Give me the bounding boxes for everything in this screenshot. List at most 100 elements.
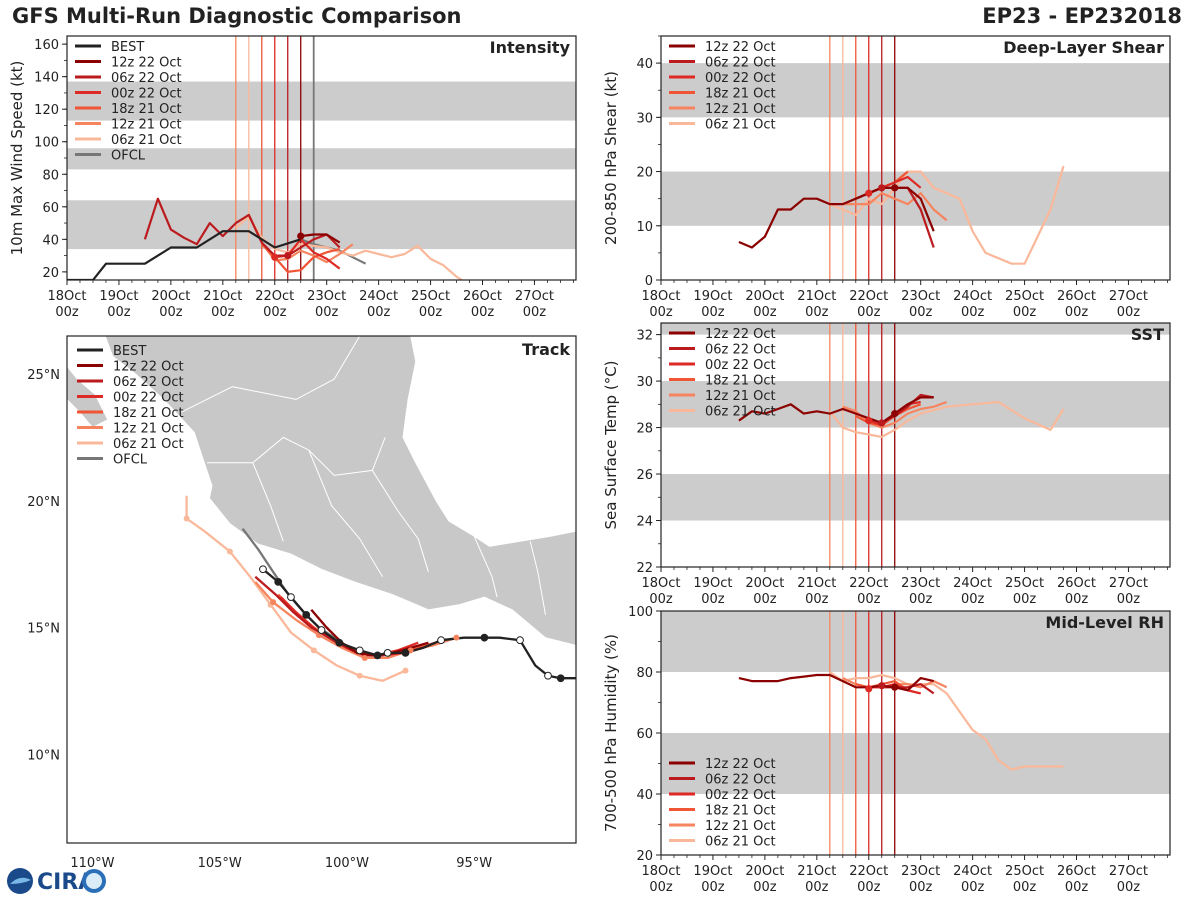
y-tick-label: 22 (636, 561, 653, 576)
legend-label: 06z 21 Oct (705, 835, 776, 850)
x-tick-label: 00z (159, 305, 183, 320)
x-tick-label: 00z (649, 305, 673, 320)
state-border (252, 462, 284, 542)
best-track-point (401, 648, 410, 657)
y-tick-label: 30 (636, 375, 653, 390)
x-tick-label: 26Oct (1057, 289, 1096, 304)
legend-label: 06z 21 Oct (113, 437, 184, 452)
x-tick-label: 23Oct (901, 576, 940, 591)
track-point (226, 548, 233, 555)
x-tick-label: 23Oct (901, 864, 940, 879)
x-tick-label: 27Oct (1109, 289, 1148, 304)
y-axis-label: 200-850 hPa Shear (kt) (602, 71, 620, 245)
shaded-band (661, 323, 1170, 335)
x-tick-label: 21Oct (797, 289, 836, 304)
axes-frame (660, 35, 1171, 281)
x-tick-label: 00z (857, 880, 881, 895)
x-tick-label: 00z (961, 592, 985, 607)
x-tick-label: 25Oct (411, 289, 450, 304)
x-tick-label: 19Oct (693, 576, 732, 591)
legend-label: OFCL (113, 453, 148, 468)
legend-label: 06z 21 Oct (111, 133, 182, 148)
best-track-point (480, 633, 489, 642)
x-tick-label: 00z (1065, 305, 1089, 320)
track-line (310, 609, 429, 657)
series-point (865, 685, 873, 693)
series-line (881, 393, 934, 424)
series-line (828, 400, 1065, 438)
series-point (297, 232, 305, 240)
legend-label: 18z 21 Oct (705, 804, 776, 819)
best-track-point (516, 636, 524, 645)
legend-label: 00z 22 Oct (113, 391, 184, 406)
legend-label: 06z 22 Oct (111, 71, 182, 86)
panel-rh: 2040608010018Oct00z19Oct00z20Oct00z21Oct… (602, 605, 1171, 895)
legend-label: 06z 22 Oct (705, 343, 776, 358)
x-tick-label: 00z (857, 592, 881, 607)
legend-label: 12z 21 Oct (705, 102, 776, 117)
x-tick-label: 20Oct (151, 289, 190, 304)
x-tick-label: 00z (701, 592, 725, 607)
storm-id: EP23 - EP232018 (982, 4, 1182, 28)
x-tick-label: 26Oct (1057, 864, 1096, 879)
legend-label: 12z 22 Oct (705, 757, 776, 772)
x-tick-label: 21Oct (203, 289, 242, 304)
axes-frame (660, 322, 1171, 568)
x-tick-label: 22Oct (849, 576, 888, 591)
legend-label: 18z 21 Oct (113, 406, 184, 421)
x-tick-label: 21Oct (797, 864, 836, 879)
x-tick-label: 00z (753, 880, 777, 895)
x-tick-label: 00z (1013, 592, 1037, 607)
x-tick-label: 00z (1065, 880, 1089, 895)
best-track-point (317, 626, 326, 634)
y-tick-label: 26 (636, 468, 653, 483)
x-tick-label: 00z (909, 880, 933, 895)
shaded-band (661, 381, 1170, 428)
x-tick-label: 00z (753, 305, 777, 320)
legend-label: 12z 22 Oct (113, 360, 184, 375)
track-line (185, 495, 406, 682)
shaded-band (67, 148, 576, 170)
best-track-point (335, 638, 344, 647)
legend-label: 18z 21 Oct (111, 102, 182, 117)
y-tick-label: 140 (34, 71, 59, 86)
best-track-point (259, 565, 267, 574)
series-point (878, 682, 886, 690)
y-tick-label: 24 (636, 515, 653, 530)
x-tick-label: 22Oct (849, 864, 888, 879)
lon-label: 100°W (325, 856, 369, 871)
x-tick-label: 00z (211, 305, 235, 320)
series-line (829, 165, 1065, 265)
x-tick-label: 00z (315, 305, 339, 320)
x-tick-label: 23Oct (307, 289, 346, 304)
page-title: GFS Multi-Run Diagnostic Comparison (12, 4, 462, 28)
shaded-band (67, 81, 576, 121)
x-tick-label: 00z (523, 305, 547, 320)
state-border (181, 336, 361, 413)
best-track-point (544, 671, 552, 680)
x-tick-label: 18Oct (641, 576, 680, 591)
x-tick-label: 24Oct (953, 864, 992, 879)
series-point (878, 184, 886, 192)
legend-label: 18z 21 Oct (705, 87, 776, 102)
x-tick-label: 20Oct (745, 864, 784, 879)
series-line (738, 673, 934, 692)
y-tick-label: 10 (636, 220, 653, 235)
shaded-band (661, 63, 1170, 118)
legend-label: 12z 22 Oct (705, 327, 776, 342)
y-tick-label: 60 (42, 201, 59, 216)
x-tick-label: 25Oct (1005, 864, 1044, 879)
series-line (738, 186, 935, 249)
lat-label: 25°N (27, 368, 60, 383)
x-tick-label: 00z (1117, 592, 1141, 607)
x-tick-label: 25Oct (1005, 576, 1044, 591)
x-tick-label: 27Oct (1109, 576, 1148, 591)
x-tick-label: 00z (649, 880, 673, 895)
y-tick-label: 30 (636, 111, 653, 126)
track-point (402, 667, 409, 674)
series-point (865, 417, 873, 425)
state-border (529, 541, 546, 615)
legend-label: BEST (113, 344, 146, 359)
series-line (300, 233, 341, 244)
